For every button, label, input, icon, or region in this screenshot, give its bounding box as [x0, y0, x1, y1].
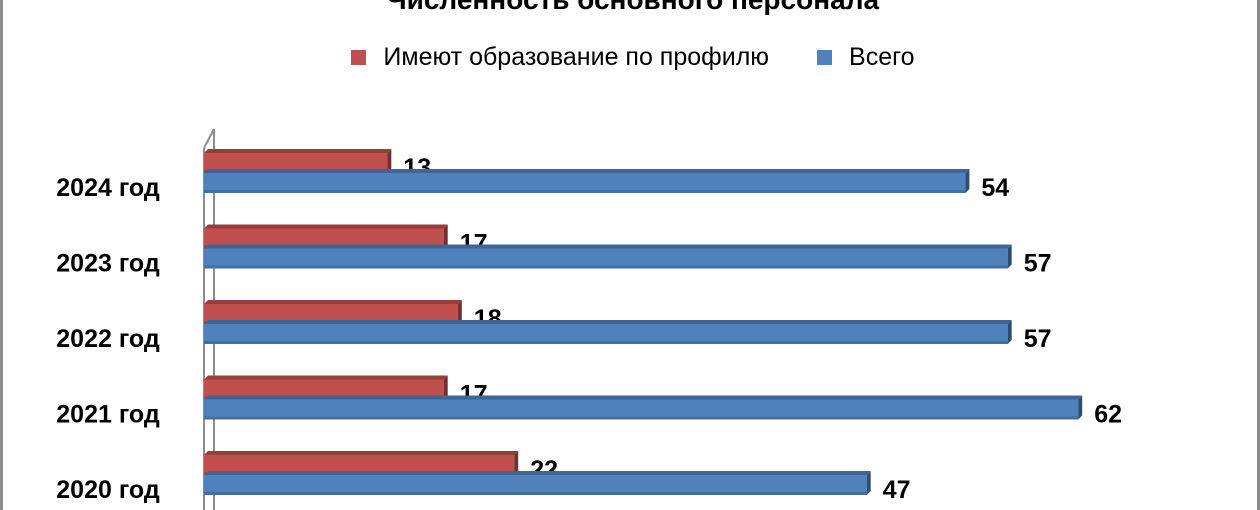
value-label-total: 54: [981, 174, 1009, 202]
value-label-total: 57: [1024, 250, 1052, 278]
bar-top-profile: [204, 149, 392, 153]
bar-profile: [204, 379, 444, 400]
value-label-total: 47: [883, 476, 911, 504]
category-label: 2021 год: [56, 401, 160, 429]
bar-edge-total: [204, 265, 1008, 269]
bar-end-total: [1007, 320, 1012, 344]
bar-profile: [204, 153, 388, 173]
bar-top-profile: [204, 375, 448, 380]
bar-end-total: [866, 471, 871, 495]
bar-edge-total: [204, 190, 966, 193]
bar-top-total: [204, 395, 1083, 400]
bar-end-profile: [514, 451, 519, 475]
bar-total: [204, 324, 1008, 344]
bar-end-profile: [457, 300, 462, 324]
legend-label-total: Всего: [849, 43, 915, 71]
legend: Имеют образование по профилю Всего: [3, 43, 1260, 72]
legend-item-total: Всего: [817, 43, 915, 72]
value-label-total: 57: [1024, 325, 1052, 353]
bar-edge-total: [204, 341, 1008, 344]
bar-end-profile: [387, 149, 392, 173]
bar-end-total: [1078, 395, 1083, 420]
bar-top-profile: [204, 300, 462, 304]
legend-label-profile: Имеют образование по профилю: [383, 43, 770, 71]
bar-edge-total: [204, 416, 1079, 420]
category-label: 2020 год: [56, 476, 160, 504]
category-label: 2024 год: [56, 174, 160, 202]
bar-top-total: [204, 471, 871, 475]
bar-end-total: [1007, 244, 1012, 269]
chart-title: Численность основного персонала: [3, 0, 1260, 16]
category-label: 2023 год: [56, 250, 160, 278]
value-label-total: 62: [1094, 401, 1122, 429]
legend-swatch-total: [817, 50, 833, 65]
bar-profile: [204, 228, 444, 249]
bar-end-profile: [443, 224, 448, 249]
bar-top-profile: [204, 224, 448, 229]
bar-total: [204, 173, 966, 193]
axis-wall-top: [203, 128, 215, 149]
bar-profile: [204, 455, 515, 475]
bar-top-total: [204, 244, 1012, 249]
bar-total: [204, 399, 1079, 420]
category-label: 2022 год: [56, 325, 160, 353]
bar-top-total: [204, 169, 970, 173]
legend-swatch-profile: [351, 50, 367, 65]
legend-item-profile: Имеют образование по профилю: [351, 43, 769, 72]
bar-top-total: [204, 320, 1012, 324]
bar-top-profile: [204, 451, 519, 455]
bar-total: [204, 475, 867, 495]
bar-end-profile: [443, 375, 448, 400]
bar-total: [204, 248, 1008, 269]
bar-profile: [204, 304, 458, 324]
bar-edge-total: [204, 492, 867, 495]
bar-end-total: [965, 169, 970, 193]
